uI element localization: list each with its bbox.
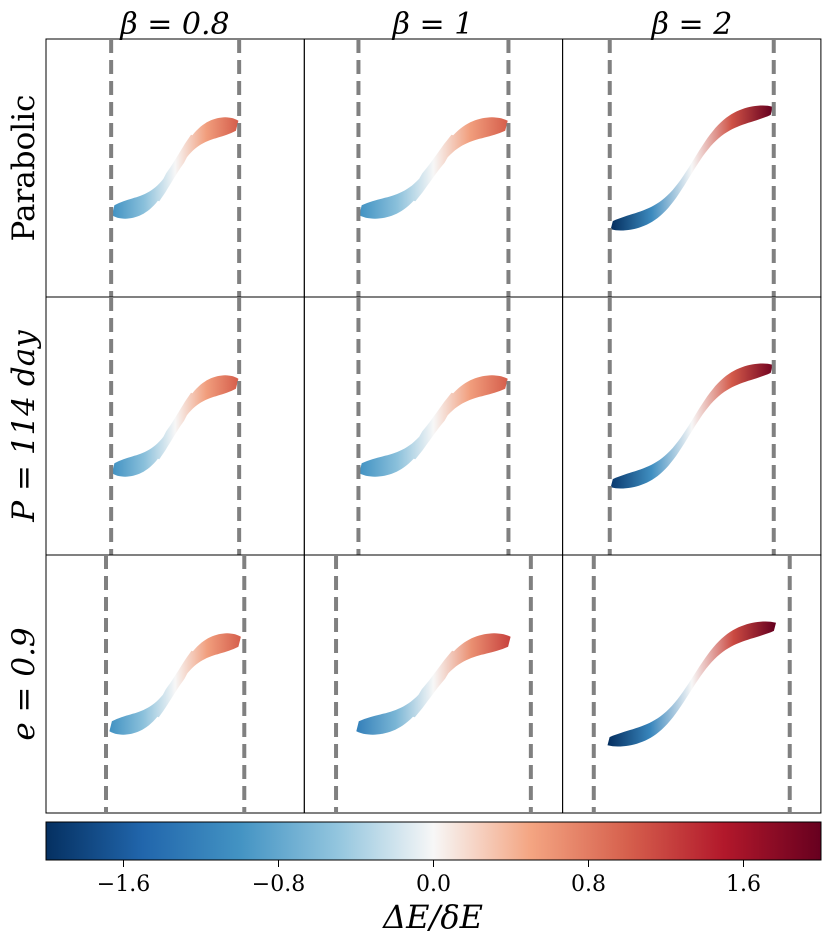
panel-grid	[45, 38, 822, 814]
stream-energy-map	[111, 375, 239, 477]
stream-energy-map	[356, 633, 511, 735]
colorbar-tick-label: 1.6	[726, 872, 761, 897]
stream-energy-map	[109, 633, 241, 735]
stream-energy-map	[359, 117, 508, 219]
row-label-2: P = 114 day	[6, 330, 42, 523]
stream-energy-map	[610, 363, 773, 489]
panel-r2-c3	[562, 296, 822, 556]
colorbar-tick-label: −1.6	[97, 872, 150, 897]
column-title-3: β = 2	[651, 7, 733, 42]
panel-r1-c1	[45, 38, 305, 298]
colorbar	[45, 821, 822, 861]
row-label-1: Parabolic	[6, 95, 42, 242]
column-title-2: β = 1	[392, 7, 474, 42]
stream-energy-map	[359, 375, 508, 477]
panel-r1-c2	[303, 38, 564, 298]
panel-r3-c1	[45, 554, 305, 814]
panel-r1-c3	[562, 38, 822, 298]
panel-r2-c2	[303, 296, 564, 556]
stream-energy-map	[610, 105, 773, 231]
colorbar-label: ΔE/δE	[381, 898, 483, 936]
colorbar-tick-label: −0.8	[252, 872, 305, 897]
colorbar-tick-label: 0.8	[571, 872, 606, 897]
panel-r2-c1	[45, 296, 305, 556]
panel-r3-c2	[303, 554, 564, 814]
colorbar-tick-label: 0.0	[416, 872, 451, 897]
row-label-3: e = 0.9	[6, 627, 42, 740]
colorbar-ticks: −1.6 −0.8 0.0 0.8 1.6	[97, 860, 761, 897]
panel-frame	[562, 554, 822, 814]
stream-energy-map	[111, 117, 239, 219]
column-title-1: β = 0.8	[119, 7, 229, 42]
stream-energy-map	[607, 621, 776, 747]
panel-r3-c3	[562, 554, 822, 814]
